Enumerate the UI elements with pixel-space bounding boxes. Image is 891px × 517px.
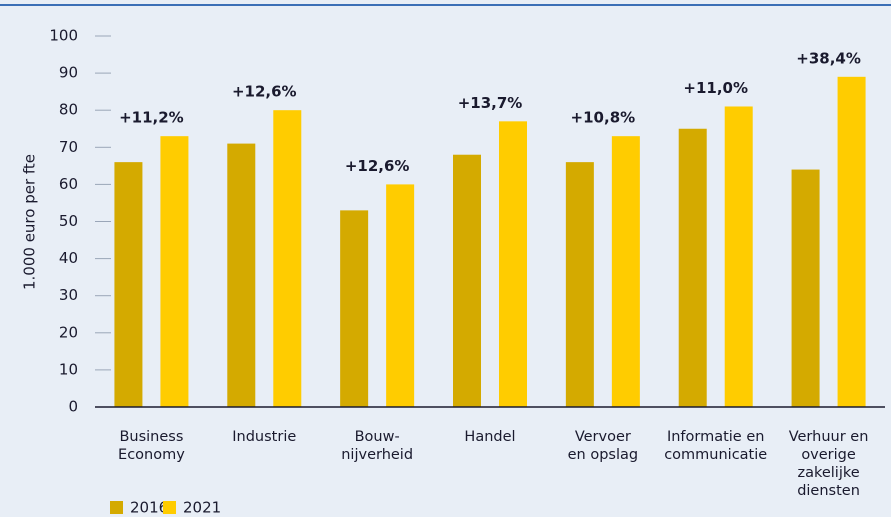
y-tick-label: 20 [59, 323, 78, 341]
bar [499, 121, 527, 407]
bar [565, 162, 594, 407]
bar [678, 128, 707, 407]
y-tick-label: 100 [49, 27, 78, 45]
annotation: +12,6% [345, 157, 410, 175]
annotation: +12,6% [232, 83, 297, 101]
annotation: +11,0% [683, 79, 748, 97]
y-tick-label: 80 [59, 101, 78, 119]
annotation: +13,7% [458, 94, 523, 112]
x-tick-label: Verhuur en overige zakelijke diensten [788, 429, 869, 499]
y-tick-label: 30 [59, 286, 78, 304]
y-tick-label: 50 [59, 212, 78, 230]
y-tick-label: 90 [59, 64, 78, 82]
bar [453, 154, 481, 407]
x-tick-label: Business Economy [118, 429, 185, 463]
x-tick-label: Informatie en communicatie [664, 429, 768, 463]
legend-swatch [110, 501, 123, 514]
bar [227, 143, 256, 407]
bar [340, 210, 369, 407]
x-tick-label: Bouw- nijverheid [341, 429, 414, 463]
bar [611, 136, 640, 408]
x-tick-label: Vervoer en opslag [567, 429, 639, 463]
legend-label: 2021 [183, 499, 221, 517]
bar [386, 184, 415, 407]
x-tick-label: Industrie [232, 429, 297, 445]
y-tick-label: 40 [59, 249, 78, 267]
bar [837, 76, 866, 407]
legend-swatch [163, 501, 176, 514]
y-tick-label: 70 [59, 138, 78, 156]
annotation: +38,4% [796, 49, 861, 67]
bar [724, 106, 753, 408]
bar [273, 110, 302, 407]
annotation: +11,2% [119, 109, 184, 127]
bar [791, 169, 820, 407]
bar [160, 136, 189, 408]
y-axis-label: 1.000 euro per fte [21, 154, 39, 290]
legend-label: 2016 [130, 499, 168, 517]
annotation: +10,8% [571, 109, 636, 127]
bar [114, 162, 143, 407]
y-tick-label: 10 [59, 360, 78, 378]
y-tick-label: 60 [59, 175, 78, 193]
y-tick-label: 0 [68, 398, 78, 416]
x-tick-label: Handel [464, 429, 516, 445]
